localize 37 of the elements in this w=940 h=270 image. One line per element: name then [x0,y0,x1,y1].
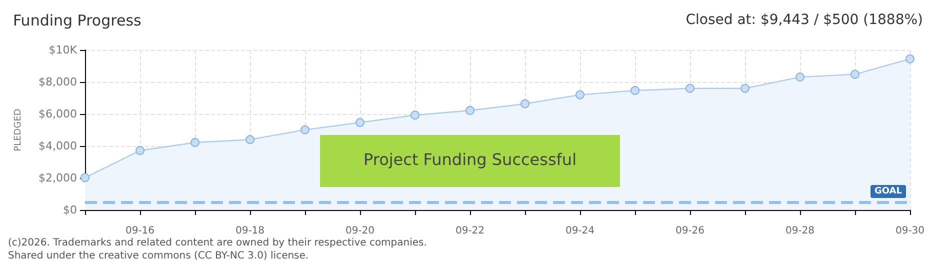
annotation: Project Funding Successful [362,150,578,169]
point [466,106,474,115]
text: (c)2026. Trademarks and related content are owned by their respective companies. [8,238,427,248]
point [850,70,860,79]
point [410,110,420,120]
x-tick-label: 09-30 [895,226,925,236]
ref-line-label: GOAL [874,186,902,196]
y-tick-label: $8,000 [38,76,77,88]
y-tick-label: $4,000 [38,140,77,152]
x-tick-label: 09-20 [345,226,375,236]
point [740,84,750,93]
point [246,135,254,144]
point [190,138,200,147]
point [630,86,640,95]
y-tick-label: $6,000 [38,108,77,120]
y-tick-label: $10K [48,44,78,56]
x-tick-label: 09-22 [455,226,485,236]
point [686,84,694,93]
y-tick-label: $2,000 [38,172,77,184]
point [136,146,144,155]
point [356,118,364,127]
y-axis-title: PLEDGED [14,108,24,152]
point [520,99,530,108]
point [796,72,804,82]
chart-subtitle: Closed at: $9,443 / $500 (1888%) [686,12,923,28]
text: Shared under the creative commons (CC BY-NC 3.0) license. [8,250,309,262]
point [300,125,310,134]
point [576,90,584,100]
x-tick-label: 09-16 [125,226,155,236]
x-tick-label: 09-26 [675,226,705,236]
chart-title: Funding Progress [13,12,142,30]
x-tick-label: 09-18 [235,226,265,236]
y-tick-label: $0 [63,204,77,216]
x-tick-label: 09-28 [785,226,815,236]
point [906,54,914,64]
x-tick-label: 09-24 [565,226,595,236]
point [80,173,90,182]
